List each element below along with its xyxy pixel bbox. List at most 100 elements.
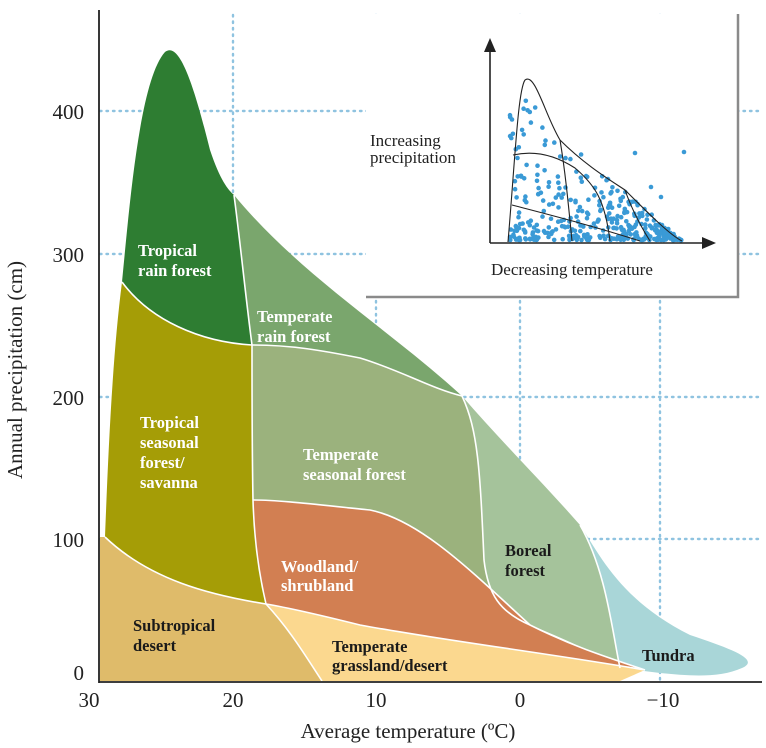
inset-scatter-point	[515, 155, 520, 161]
region-woodland	[253, 500, 645, 670]
inset-scatter-point	[521, 132, 526, 137]
inset-scatter-point	[541, 208, 547, 214]
inset-scatter-point	[568, 197, 573, 203]
inset-scatter-point	[555, 174, 561, 179]
inset-scatter-point	[542, 142, 548, 148]
inset-scatter-point	[608, 216, 614, 221]
inset-scatter-point	[681, 149, 687, 155]
x-axis-title: Average temperature (ºC)	[301, 719, 516, 743]
inset-scatter-point	[512, 186, 518, 192]
inset-scatter-point	[557, 185, 562, 191]
inset-background	[366, 14, 738, 298]
inset-scatter-point	[513, 223, 519, 229]
inset-scatter-point	[609, 220, 615, 225]
inset-scatter-point	[514, 195, 519, 200]
inset-scatter-point	[551, 237, 557, 243]
inset-scatter-point	[535, 191, 541, 197]
inset-scatter-point	[607, 211, 612, 216]
region-tropical-seasonal	[105, 282, 266, 604]
x-tick-label: 20	[223, 688, 244, 712]
inset-scatter-point	[602, 236, 608, 242]
inset-scatter-point	[578, 175, 584, 180]
inset-y-label-1: Increasing	[370, 131, 441, 150]
inset-outline	[511, 204, 641, 242]
inset-scatter-point	[586, 197, 591, 202]
inset-scatter-point	[531, 225, 537, 230]
inset-scatter-point	[585, 211, 591, 217]
inset-scatter-point	[527, 237, 533, 242]
region-tropical-rain-forest	[122, 50, 252, 345]
inset-scatter-point	[626, 228, 632, 234]
inset-scatter-point	[611, 225, 616, 231]
y-tick-label: 0	[74, 661, 85, 685]
inset-scatter-point	[618, 214, 624, 220]
inset-scatter-point	[546, 184, 551, 189]
inset-scatter-point	[663, 234, 669, 239]
y-tick-labels: 400 300 200 100 0	[53, 100, 85, 685]
y-tick-label: 400	[53, 100, 85, 124]
label-tropical-seasonal-4: savanna	[140, 473, 198, 492]
inset-scatter-point	[540, 125, 545, 130]
inset-scatter-point	[567, 235, 572, 241]
inset-scatter-point	[661, 237, 666, 243]
inset-scatter-point	[535, 163, 540, 168]
inset-scatter-point	[568, 156, 573, 162]
inset-scatter-point	[615, 213, 620, 219]
label-woodland-2: shrubland	[281, 576, 353, 595]
inset-scatter-point	[608, 191, 613, 196]
inset-scatter-point	[516, 145, 522, 150]
inset-scatter-point	[662, 230, 668, 235]
inset-scatter-point	[548, 216, 554, 221]
label-tropical-rain-forest-1: Tropical	[138, 241, 197, 260]
inset-scatter-point	[556, 192, 561, 197]
label-boreal-1: Boreal	[505, 541, 552, 560]
inset-scatter-point	[542, 168, 547, 173]
label-tropical-seasonal-2: seasonal	[140, 433, 199, 452]
region-temperate-grassland	[266, 604, 645, 681]
inset-scatter-point	[647, 223, 653, 228]
inset-scatter-point	[579, 208, 585, 214]
inset-scatter-point	[531, 237, 537, 242]
inset-scatter-point	[546, 202, 552, 207]
y-axis-title: Annual precipitation (cm)	[3, 261, 27, 479]
inset-scatter-point	[515, 236, 520, 242]
inset-scatter-point	[573, 199, 578, 205]
inset-scatter-point	[523, 236, 528, 241]
inset-scatter-points	[507, 98, 687, 243]
boundary	[104, 536, 646, 671]
boundary	[265, 603, 323, 682]
inset-scatter-point	[606, 203, 612, 208]
inset-scatter-point	[621, 227, 626, 233]
inset-scatter-point	[599, 190, 604, 195]
boundary	[121, 281, 253, 346]
boundary	[233, 194, 267, 605]
inset-scatter-point	[559, 195, 564, 200]
inset-scatter-point	[633, 233, 638, 238]
inset-scatter-point	[509, 117, 515, 122]
x-tick-label: −10	[647, 688, 680, 712]
inset-scatter-point	[557, 154, 563, 159]
inset-scatter-point	[583, 173, 589, 179]
inset-scatter-point	[624, 209, 630, 215]
label-boreal-2: forest	[505, 561, 546, 580]
boundary	[252, 499, 646, 671]
inset-scatter-point	[522, 228, 528, 234]
label-temperate-seasonal-2: seasonal forest	[303, 465, 406, 484]
label-temperate-rain-forest-1: Temperate	[257, 307, 332, 326]
inset-biome-outlines	[507, 78, 683, 243]
x-tick-labels: 30 20 10 0 −10	[79, 688, 680, 712]
inset-scatter-point	[653, 222, 658, 228]
inset-scatter-point	[658, 229, 663, 234]
inset-scatter-point	[614, 236, 620, 242]
inset-scatter-point	[528, 218, 534, 223]
inset-scatter-point	[586, 237, 592, 243]
biome-boundaries	[104, 194, 646, 682]
inset-scatter-point	[521, 106, 526, 111]
inset-scatter-point	[535, 172, 540, 178]
boundary	[251, 344, 463, 397]
biome-labels: Tropical rain forest Temperate rain fore…	[133, 241, 695, 675]
inset-scatter-point	[653, 237, 658, 242]
inset-scatter-point	[550, 229, 555, 234]
inset-scatter-point	[644, 217, 650, 222]
